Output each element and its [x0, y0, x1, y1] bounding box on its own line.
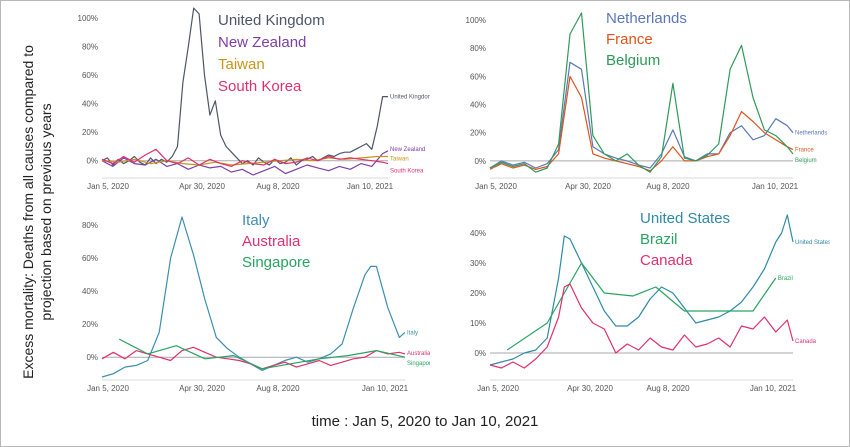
- series-end-label: South Korea: [390, 169, 424, 175]
- x-tick-label: Apr 30, 2020: [565, 182, 611, 191]
- series-line-australia: [101, 346, 406, 370]
- x-tick-label: Jan 5, 2020: [87, 384, 129, 393]
- y-tick-label: 0%: [474, 349, 486, 358]
- figure-xlabel: time : Jan 5, 2020 to Jan 10, 2021: [311, 413, 539, 430]
- series-end-label: Singapore: [407, 361, 430, 367]
- series-end-label: Brazil: [778, 276, 793, 282]
- chart-netherlands-france-belgium: 0% 20% 40% 60% 80% 100% Jan 5, 2020 Apr 30, 202…: [466, 10, 828, 191]
- series-end-label: Australia: [407, 351, 430, 357]
- series-end-label: Italy: [407, 330, 418, 336]
- series-line-france: [489, 75, 794, 172]
- chart-uk-nz-taiwan-korea: 0% 20% 40% 60% 80% 100% Jan 5, 2020 Apr 30, 202…: [78, 7, 430, 191]
- y-tick-label: 40%: [470, 101, 486, 110]
- legend-entry: Netherlands: [606, 10, 687, 27]
- legend-entry: Brazil: [640, 231, 678, 248]
- series-line-united-kingdom: [101, 7, 388, 166]
- series-end-label: France: [795, 148, 814, 154]
- x-tick-label: Jan 5, 2020: [477, 384, 519, 393]
- series-line-singapore: [118, 338, 406, 370]
- x-tick-label: Jan 5, 2020: [87, 182, 129, 191]
- series-line-taiwan: [101, 155, 388, 166]
- series-end-label: New Zealand: [390, 147, 425, 153]
- y-tick-label: 30%: [470, 259, 486, 268]
- legend-entry: United Kingdom: [218, 12, 325, 29]
- legend-entry: Taiwan: [218, 56, 265, 73]
- legend-entry: France: [606, 31, 653, 48]
- series-line-canada: [489, 283, 794, 369]
- x-tick-label: Aug 8, 2020: [256, 182, 300, 191]
- series-line-brazil: [506, 262, 777, 351]
- y-tick-label: 40%: [82, 100, 98, 109]
- chart-us-brazil-canada: 0% 10% 20% 30% 40% Jan 5, 2020 Apr 30, 2020 Aug…: [470, 210, 830, 393]
- series-end-label: Netherlands: [795, 131, 827, 137]
- y-tick-label: 0%: [474, 157, 486, 166]
- y-tick-label: 60%: [82, 71, 98, 80]
- series-line-new-zealand: [101, 150, 389, 176]
- ylabel-line-1: Excess mortality: Deaths from all causes…: [20, 45, 36, 379]
- series-line-south-korea: [101, 148, 389, 167]
- x-tick-label: Apr 30, 2020: [179, 182, 225, 191]
- legend-entry: Italy: [242, 212, 270, 229]
- legend-entry: Singapore: [242, 254, 310, 271]
- legend-entry: United States: [640, 210, 730, 227]
- y-tick-label: 100%: [466, 16, 486, 25]
- y-tick-label: 40%: [470, 229, 486, 238]
- series-line-netherlands: [489, 61, 794, 169]
- y-tick-label: 10%: [470, 319, 486, 328]
- series-line-italy: [101, 216, 406, 378]
- series-end-label: Canada: [795, 339, 817, 345]
- x-tick-label: Jan 10, 2021: [347, 182, 394, 191]
- y-tick-label: 80%: [82, 43, 98, 52]
- x-tick-label: Apr 30, 2020: [567, 384, 613, 393]
- y-tick-label: 0%: [86, 353, 98, 362]
- y-tick-label: 20%: [470, 289, 486, 298]
- y-tick-label: 100%: [78, 14, 98, 23]
- x-tick-label: Jan 5, 2020: [475, 182, 517, 191]
- x-tick-label: Aug 8, 2020: [256, 384, 300, 393]
- y-tick-label: 20%: [470, 129, 486, 138]
- figure-ylabel: Excess mortality: Deaths from all causes…: [20, 45, 54, 379]
- x-tick-label: Jan 10, 2021: [752, 182, 799, 191]
- legend-entry: Belgium: [606, 52, 660, 69]
- series-line-united-states: [489, 214, 794, 366]
- x-tick-label: Jan 10, 2021: [362, 384, 409, 393]
- ylabel-line-2: projection based on previous years: [38, 103, 54, 320]
- y-tick-label: 20%: [82, 128, 98, 137]
- y-tick-label: 60%: [470, 72, 486, 81]
- chart-italy-australia-singapore: 0% 20% 40% 60% 80% Jan 5, 2020 Apr 30, 2020 Aug…: [82, 212, 430, 393]
- x-tick-label: Jan 10, 2021: [750, 384, 797, 393]
- y-tick-label: 20%: [82, 320, 98, 329]
- series-end-label: United States: [795, 240, 830, 246]
- y-tick-label: 40%: [82, 287, 98, 296]
- y-tick-label: 80%: [82, 221, 98, 230]
- series-line-belgium: [489, 12, 794, 173]
- y-tick-label: 0%: [86, 157, 98, 166]
- y-tick-label: 60%: [82, 254, 98, 263]
- legend-entry: South Korea: [218, 78, 302, 95]
- x-tick-label: Aug 8, 2020: [646, 182, 690, 191]
- y-tick-label: 80%: [470, 44, 486, 53]
- series-end-label: United Kingdom: [390, 95, 430, 101]
- x-tick-label: Aug 8, 2020: [646, 384, 690, 393]
- series-end-label: Belgium: [795, 158, 817, 164]
- x-tick-label: Apr 30, 2020: [179, 384, 225, 393]
- legend-entry: New Zealand: [218, 34, 306, 51]
- series-end-label: Taiwan: [390, 156, 409, 162]
- legend-entry: Canada: [640, 252, 693, 269]
- legend-entry: Australia: [242, 233, 301, 250]
